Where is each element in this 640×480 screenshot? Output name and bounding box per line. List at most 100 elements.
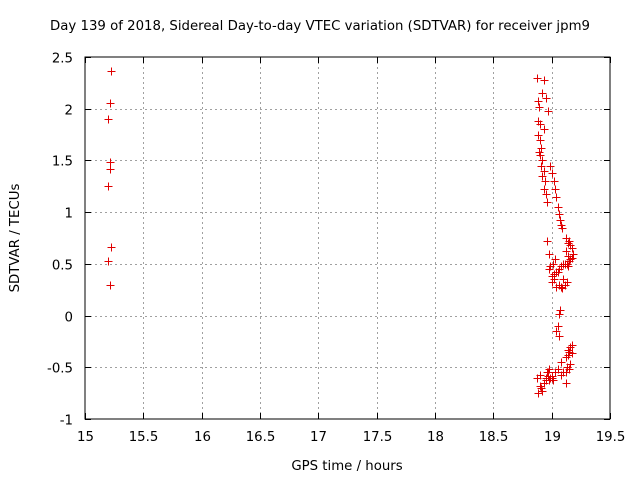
- data-point: [538, 387, 547, 396]
- data-point: [104, 115, 113, 124]
- plot-frame: [84, 56, 611, 420]
- data-point: [536, 136, 545, 145]
- data-point: [537, 162, 546, 171]
- data-point: [552, 327, 561, 336]
- data-point: [545, 250, 554, 259]
- x-tick-label: 19.5: [596, 430, 626, 445]
- data-point: [106, 158, 115, 167]
- y-tick-label: -1: [60, 414, 73, 429]
- data-point: [550, 177, 559, 186]
- data-point: [537, 144, 546, 153]
- data-point: [106, 281, 115, 290]
- data-points: [104, 67, 578, 398]
- data-point: [542, 190, 551, 199]
- data-point: [565, 365, 574, 374]
- data-point: [556, 306, 565, 315]
- y-tick-label: 1.5: [52, 155, 73, 170]
- data-point: [538, 89, 547, 98]
- x-tick-label: 15.5: [129, 430, 159, 445]
- data-point: [554, 268, 563, 277]
- data-point: [107, 243, 116, 252]
- data-point: [568, 254, 577, 263]
- data-point: [536, 151, 545, 160]
- data-point: [569, 250, 578, 259]
- data-point: [559, 260, 568, 269]
- data-point: [104, 182, 113, 191]
- x-tick-label: 19: [544, 430, 561, 445]
- y-tick-label: 0: [65, 311, 73, 326]
- y-tick-label: 0.5: [52, 259, 73, 274]
- data-point: [557, 358, 566, 367]
- x-tick-label: 17.5: [363, 430, 393, 445]
- chart-title: Day 139 of 2018, Sidereal Day-to-day VTE…: [50, 19, 590, 34]
- y-tick-label: 2: [65, 104, 73, 119]
- data-point: [540, 125, 549, 134]
- x-tick-label: 18: [427, 430, 444, 445]
- data-point: [540, 379, 549, 388]
- data-point: [543, 237, 552, 246]
- data-point: [536, 120, 545, 129]
- data-point: [564, 239, 573, 248]
- data-point: [536, 371, 545, 380]
- data-point: [566, 360, 575, 369]
- data-point: [538, 172, 547, 181]
- ticks-layer: 15 15.5 16 16.5 17 17.5 18 18.5 19 19.5 -1 -0.5 0 0.5…: [47, 52, 625, 446]
- data-point: [568, 341, 577, 350]
- y-axis-label: SDTVAR / TECUs: [8, 184, 23, 293]
- data-point: [107, 67, 116, 76]
- data-point: [106, 99, 115, 108]
- data-point: [557, 283, 566, 292]
- data-point: [554, 203, 563, 212]
- y-tick-label: 1: [65, 207, 73, 222]
- data-point: [542, 94, 551, 103]
- data-point: [559, 275, 568, 284]
- data-point: [549, 376, 558, 385]
- x-tick-label: 16.5: [246, 430, 276, 445]
- data-point: [534, 131, 543, 140]
- grid-layer: [85, 57, 610, 419]
- data-point: [555, 210, 564, 219]
- data-point: [541, 177, 550, 186]
- data-point: [556, 216, 565, 225]
- data-point: [543, 198, 552, 207]
- data-point: [548, 169, 557, 178]
- x-axis-label: GPS time / hours: [291, 459, 402, 474]
- data-point: [555, 332, 564, 341]
- x-tick-label: 18.5: [479, 430, 509, 445]
- data-point: [533, 74, 542, 83]
- data-point: [104, 257, 113, 266]
- data-point: [564, 252, 573, 261]
- data-point: [548, 278, 557, 287]
- data-point: [544, 107, 553, 116]
- data-point: [538, 156, 547, 165]
- data-point: [562, 353, 571, 362]
- data-point: [551, 185, 560, 194]
- data-point: [555, 310, 564, 319]
- data-point: [534, 97, 543, 106]
- data-point: [562, 247, 571, 256]
- data-point: [554, 322, 563, 331]
- data-point: [540, 167, 549, 176]
- data-point: [534, 389, 543, 398]
- data-point: [546, 162, 555, 171]
- data-point: [540, 76, 549, 85]
- data-point: [562, 379, 571, 388]
- y-tick-label: -0.5: [47, 362, 73, 377]
- data-point: [568, 244, 577, 253]
- data-point: [552, 193, 561, 202]
- data-point: [557, 371, 566, 380]
- data-point: [535, 103, 544, 112]
- data-point: [546, 262, 555, 271]
- data-point: [565, 237, 574, 246]
- data-point: [558, 224, 567, 233]
- data-point: [548, 372, 557, 381]
- x-tick-label: 17: [310, 430, 327, 445]
- x-tick-label: 16: [194, 430, 211, 445]
- y-tick-label: 2.5: [52, 52, 73, 67]
- data-point: [106, 165, 115, 174]
- data-point: [540, 185, 549, 194]
- data-point: [568, 349, 577, 358]
- data-point: [545, 365, 554, 374]
- data-point: [551, 255, 560, 264]
